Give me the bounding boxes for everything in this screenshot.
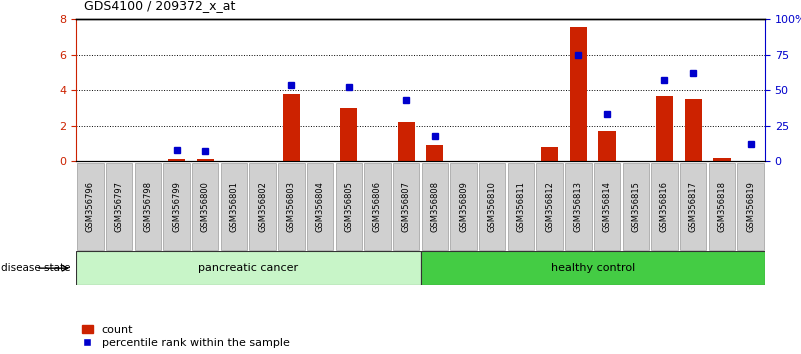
FancyBboxPatch shape bbox=[364, 163, 391, 250]
Text: pancreatic cancer: pancreatic cancer bbox=[198, 263, 298, 273]
FancyBboxPatch shape bbox=[106, 163, 132, 250]
FancyBboxPatch shape bbox=[77, 163, 103, 250]
FancyBboxPatch shape bbox=[566, 163, 592, 250]
Bar bbox=[283, 94, 300, 161]
Text: disease state: disease state bbox=[1, 263, 70, 273]
FancyBboxPatch shape bbox=[135, 163, 161, 250]
Text: healthy control: healthy control bbox=[550, 263, 635, 273]
FancyBboxPatch shape bbox=[192, 163, 219, 250]
FancyBboxPatch shape bbox=[393, 163, 420, 250]
Text: GSM356816: GSM356816 bbox=[660, 181, 669, 232]
FancyBboxPatch shape bbox=[479, 163, 505, 250]
Text: GSM356806: GSM356806 bbox=[373, 181, 382, 232]
Text: GSM356802: GSM356802 bbox=[258, 181, 268, 232]
Legend: count, percentile rank within the sample: count, percentile rank within the sample bbox=[82, 325, 289, 348]
Text: GSM356812: GSM356812 bbox=[545, 181, 554, 232]
Text: GSM356815: GSM356815 bbox=[631, 181, 640, 232]
Text: GSM356796: GSM356796 bbox=[86, 181, 95, 232]
Text: GSM356799: GSM356799 bbox=[172, 181, 181, 232]
Bar bbox=[196, 159, 214, 161]
FancyBboxPatch shape bbox=[336, 163, 362, 250]
Text: GSM356800: GSM356800 bbox=[201, 181, 210, 232]
FancyBboxPatch shape bbox=[622, 163, 649, 250]
Text: GSM356805: GSM356805 bbox=[344, 181, 353, 232]
Text: GSM356811: GSM356811 bbox=[517, 181, 525, 232]
FancyBboxPatch shape bbox=[249, 163, 276, 250]
Text: GSM356810: GSM356810 bbox=[488, 181, 497, 232]
Text: GSM356813: GSM356813 bbox=[574, 181, 583, 232]
FancyBboxPatch shape bbox=[537, 163, 563, 250]
Bar bbox=[541, 147, 558, 161]
FancyBboxPatch shape bbox=[651, 163, 678, 250]
FancyBboxPatch shape bbox=[709, 163, 735, 250]
Bar bbox=[426, 145, 444, 161]
Text: GSM356803: GSM356803 bbox=[287, 181, 296, 232]
Bar bbox=[76, 251, 421, 285]
Text: GSM356809: GSM356809 bbox=[459, 181, 468, 232]
FancyBboxPatch shape bbox=[680, 163, 706, 250]
Bar bbox=[421, 251, 765, 285]
FancyBboxPatch shape bbox=[450, 163, 477, 250]
Text: GSM356814: GSM356814 bbox=[602, 181, 612, 232]
FancyBboxPatch shape bbox=[508, 163, 534, 250]
Bar bbox=[685, 99, 702, 161]
Text: GDS4100 / 209372_x_at: GDS4100 / 209372_x_at bbox=[84, 0, 235, 12]
Text: GSM356819: GSM356819 bbox=[746, 181, 755, 232]
Text: GSM356804: GSM356804 bbox=[316, 181, 324, 232]
FancyBboxPatch shape bbox=[307, 163, 333, 250]
Bar bbox=[570, 27, 587, 161]
FancyBboxPatch shape bbox=[594, 163, 620, 250]
Text: GSM356807: GSM356807 bbox=[401, 181, 411, 232]
FancyBboxPatch shape bbox=[421, 163, 448, 250]
Text: GSM356818: GSM356818 bbox=[718, 181, 727, 232]
Bar bbox=[598, 131, 616, 161]
FancyBboxPatch shape bbox=[221, 163, 248, 250]
Text: GSM356797: GSM356797 bbox=[115, 181, 123, 232]
Bar bbox=[656, 96, 673, 161]
FancyBboxPatch shape bbox=[278, 163, 304, 250]
FancyBboxPatch shape bbox=[163, 163, 190, 250]
Text: GSM356801: GSM356801 bbox=[229, 181, 239, 232]
Text: GSM356817: GSM356817 bbox=[689, 181, 698, 232]
Bar bbox=[397, 122, 415, 161]
Text: GSM356798: GSM356798 bbox=[143, 181, 152, 232]
Bar bbox=[340, 108, 357, 161]
Bar bbox=[713, 158, 731, 161]
Bar bbox=[168, 159, 185, 161]
FancyBboxPatch shape bbox=[738, 163, 764, 250]
Text: GSM356808: GSM356808 bbox=[430, 181, 440, 232]
